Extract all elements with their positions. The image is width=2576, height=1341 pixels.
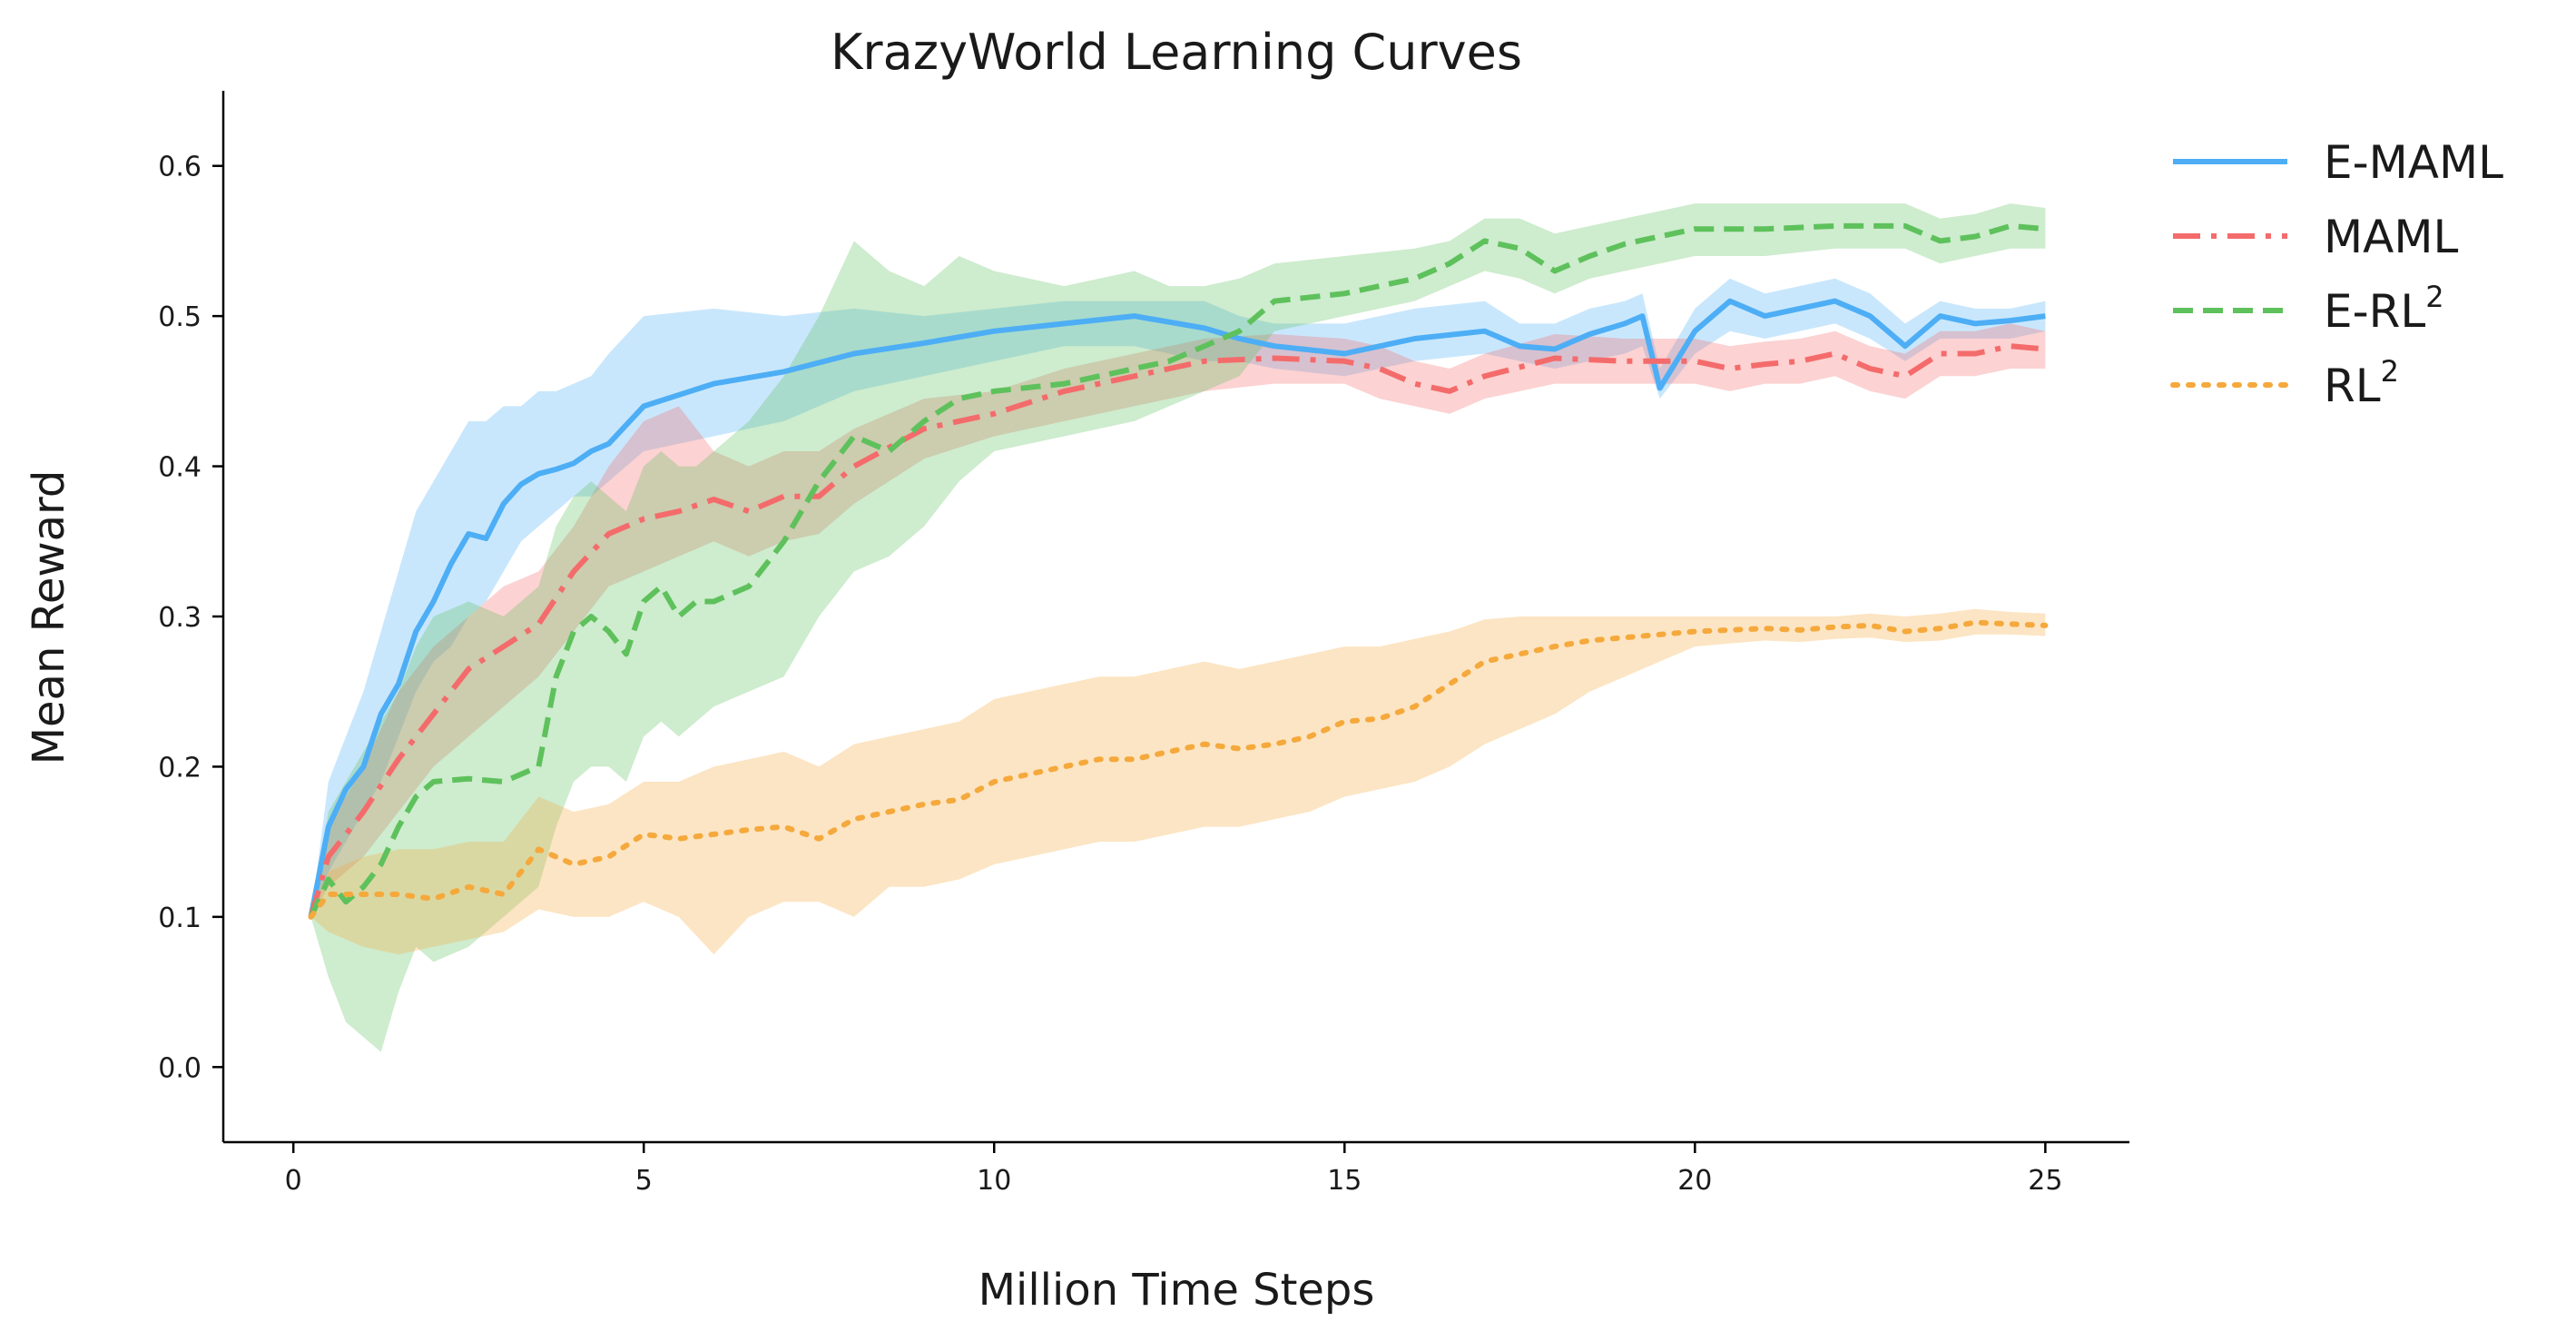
confidence-bands	[310, 203, 2046, 1052]
legend-label-e-rl-2: E-RL2	[2324, 280, 2444, 338]
band-e-rl-2	[310, 203, 2046, 1052]
band-maml	[310, 323, 2046, 917]
legend-item-rl-2: RL2	[2170, 354, 2399, 412]
legend-label-e-maml: E-MAML	[2324, 136, 2503, 189]
y-tick-label: 0.1	[158, 902, 202, 934]
legend-item-maml: MAML	[2173, 211, 2458, 263]
legend-label-maml: MAML	[2324, 211, 2458, 263]
x-axis-title: Million Time Steps	[978, 1265, 1375, 1316]
tick-labels: 0 5 10 15 20 25 0.0 0.1 0.2 0.3 0.4 0.5 0.6	[158, 152, 2062, 1197]
band-rl-2	[310, 608, 2046, 955]
line-e-rl-2	[308, 222, 2046, 919]
y-tick-label: 0.4	[158, 452, 202, 484]
axes	[212, 91, 2129, 1153]
y-tick-label: 0.0	[158, 1052, 202, 1084]
x-tick-label: 20	[1677, 1165, 1712, 1197]
y-axis-title: Mean Reward	[24, 470, 74, 765]
line-rl-2	[308, 619, 2049, 920]
line-e-maml	[308, 298, 2046, 918]
x-tick-label: 25	[2028, 1165, 2062, 1197]
y-tick-label: 0.6	[158, 152, 202, 183]
series-lines	[308, 222, 2049, 920]
legend-item-e-maml: E-MAML	[2173, 136, 2503, 189]
y-tick-label: 0.2	[158, 752, 202, 784]
y-tick-label: 0.3	[158, 602, 202, 634]
x-tick-label: 10	[977, 1165, 1011, 1197]
line-maml	[308, 343, 2046, 918]
legend-label-rl-2: RL2	[2324, 354, 2399, 412]
x-tick-label: 15	[1327, 1165, 1362, 1197]
legend-item-e-rl-2: E-RL2	[2173, 280, 2444, 338]
y-tick-label: 0.5	[158, 301, 202, 333]
chart-title: KrazyWorld Learning Curves	[831, 24, 1522, 81]
x-tick-label: 5	[635, 1165, 653, 1197]
x-tick-label: 0	[285, 1165, 302, 1197]
legend: E-MAML MAML E-RL2 RL2	[2170, 136, 2503, 412]
